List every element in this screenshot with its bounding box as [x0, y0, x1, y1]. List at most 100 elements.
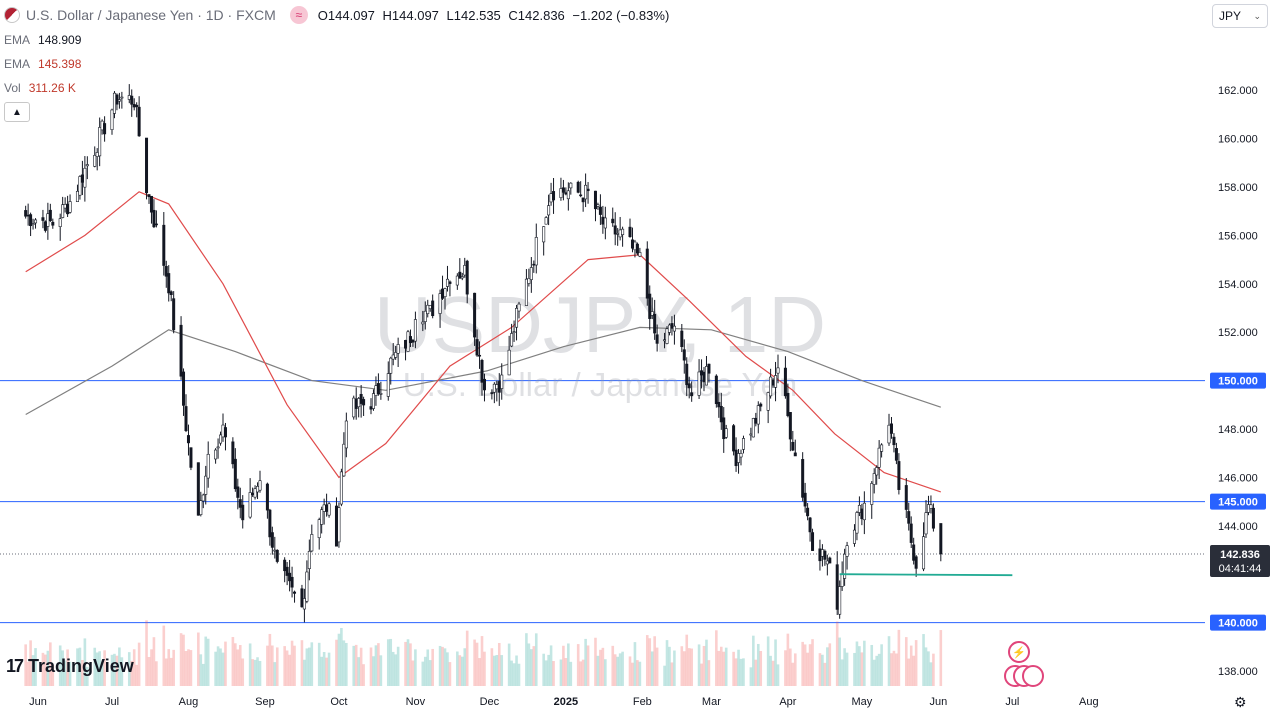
volume-bar — [547, 654, 550, 686]
volume-bar — [604, 659, 607, 686]
volume-bar — [567, 643, 570, 686]
volume-bar — [645, 635, 649, 686]
volume-bar — [46, 650, 50, 686]
candle-body — [924, 512, 928, 535]
candle-body — [320, 509, 324, 525]
volume-bar — [428, 660, 432, 686]
ohlc-open-key: O — [317, 7, 328, 23]
candle-body — [256, 486, 260, 493]
volume-bar — [147, 656, 151, 686]
support-line — [839, 573, 1013, 577]
candle-body — [897, 461, 901, 490]
gear-icon[interactable]: ⚙ — [1234, 694, 1247, 710]
volume-bar — [717, 650, 721, 686]
volume-bar — [843, 648, 846, 686]
volume-bar — [251, 659, 254, 686]
y-tick-label: 160.000 — [1218, 134, 1258, 146]
candle-body — [552, 191, 556, 201]
volume-bar — [828, 643, 832, 686]
wave-icon[interactable]: ≈ — [289, 6, 308, 24]
candle-body — [682, 349, 686, 361]
indicator-ema-slow[interactable]: EMA 148.909 — [4, 33, 81, 47]
x-tick-label: Aug — [1079, 696, 1099, 708]
volume-bar — [853, 652, 856, 686]
ohlc-readout: O144.097 H144.097 L142.535 C142.836 −1.2… — [318, 8, 670, 23]
candle-body — [670, 323, 674, 329]
candle-body — [438, 293, 442, 314]
volume-bar — [480, 636, 484, 686]
candle-body — [29, 214, 33, 227]
candle-body — [268, 509, 272, 538]
ohlc-high-key: H — [382, 7, 392, 23]
x-tick-label: Jun — [29, 696, 47, 708]
candle-body — [549, 193, 553, 203]
volume-bar — [98, 651, 101, 686]
candle-body — [707, 363, 711, 374]
volume-bar — [769, 655, 772, 686]
candle-body — [561, 187, 565, 193]
price-badges: 150.000 145.000 140.000 142.836 04:41:44 — [1210, 372, 1270, 631]
volume-bar — [340, 628, 343, 686]
candle-body — [872, 473, 876, 485]
volume-bar — [317, 642, 321, 686]
x-tick-label: Nov — [406, 696, 426, 708]
volume-bar — [737, 649, 740, 686]
candle-body — [650, 311, 654, 316]
candle-body — [285, 566, 289, 576]
candle-body — [618, 229, 622, 238]
candle-body — [441, 288, 445, 299]
candle-body — [788, 412, 792, 440]
volume-bar — [618, 653, 622, 686]
indicator-ema-fast[interactable]: EMA 145.398 — [4, 57, 81, 71]
volume-bar — [394, 654, 397, 686]
volume-bar — [875, 655, 878, 686]
candle-body — [214, 449, 218, 460]
volume-bar — [562, 645, 565, 686]
volume-bar — [707, 660, 711, 686]
volume-bar — [49, 642, 52, 686]
volume-bar — [322, 652, 326, 686]
candle-body — [527, 278, 531, 284]
currency-selector[interactable]: JPY ⌄ — [1212, 4, 1268, 28]
event-flags[interactable] — [1004, 665, 1044, 687]
volume-bar — [497, 642, 501, 686]
ohlc-close: 142.836 — [517, 7, 565, 23]
volume-bar — [648, 638, 652, 686]
volume-bar — [724, 647, 728, 686]
x-tick-label: Mar — [702, 696, 721, 708]
candle-body — [791, 441, 795, 451]
candle-body — [149, 195, 153, 213]
volume-bar — [939, 630, 943, 686]
collapse-indicators-button[interactable]: ▲ — [4, 102, 30, 122]
volume-bar — [443, 648, 447, 686]
candle-body — [374, 385, 378, 396]
candle-body — [465, 260, 469, 295]
lightning-icon[interactable]: ⚡ — [1008, 641, 1030, 663]
candle-body — [93, 155, 97, 167]
candle-body — [300, 588, 304, 608]
volume-bar — [305, 648, 309, 686]
volume-bar — [473, 639, 476, 686]
indicator-volume[interactable]: Vol 311.26 K — [4, 81, 76, 95]
volume-bar — [759, 650, 763, 686]
volume-bar — [63, 660, 67, 686]
candle-body — [290, 576, 294, 588]
volume-bar — [478, 658, 481, 686]
volume-bar — [512, 663, 516, 686]
x-tick-label: Feb — [633, 696, 652, 708]
candle-body — [497, 381, 501, 393]
candle-body — [145, 137, 149, 194]
branding-text: TradingView — [28, 656, 134, 676]
candle-body — [41, 217, 45, 221]
candle-body — [510, 333, 514, 347]
volume-bar — [293, 645, 296, 686]
symbol-title[interactable]: U.S. Dollar / Japanese Yen · 1D · FXCM — [26, 7, 276, 23]
volume-bar — [335, 639, 338, 686]
tradingview-logo-icon: 17 — [6, 656, 24, 676]
volume-bar — [320, 656, 323, 686]
level-badge-label: 145.000 — [1218, 497, 1258, 509]
candle-body — [667, 324, 671, 333]
ohlc-change: −1.202 (−0.83%) — [572, 7, 670, 23]
tradingview-logo[interactable]: 17 TradingView — [6, 656, 134, 677]
